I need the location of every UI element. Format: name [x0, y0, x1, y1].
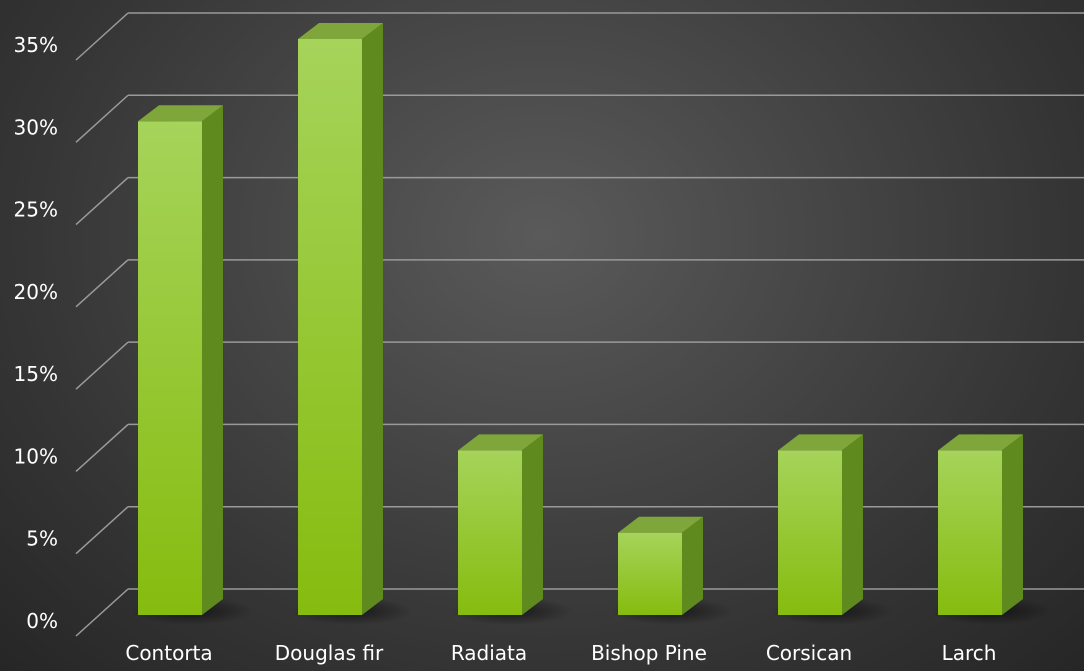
- y-axis-ticks: 0% 5% 10% 15% 20% 25% 30% 35%: [14, 33, 58, 633]
- x-axis-labels: Contorta Douglas fir Radiata Bishop Pine Cor…: [125, 641, 996, 665]
- bar: [451, 434, 573, 625]
- y-tick-label: 15%: [14, 362, 58, 386]
- bar-front: [298, 39, 362, 615]
- x-tick-label: Larch: [942, 641, 997, 665]
- gridline-diagonal: [75, 12, 129, 61]
- bar-front: [138, 121, 202, 616]
- bar-front: [778, 450, 842, 615]
- bar-top: [298, 23, 383, 39]
- bar: [931, 434, 1053, 625]
- gridline-diagonal: [75, 506, 129, 555]
- bar-top: [938, 434, 1023, 451]
- bar-side: [1002, 434, 1023, 615]
- y-tick-label: 30%: [14, 115, 58, 139]
- y-tick-label: 35%: [14, 33, 58, 57]
- bar-front: [618, 532, 682, 615]
- bar-top: [618, 516, 703, 533]
- bar-top: [778, 434, 863, 451]
- bar-front: [458, 450, 522, 615]
- gridline-diagonal: [75, 588, 129, 637]
- y-tick-label: 5%: [26, 527, 58, 551]
- x-tick-label: Radiata: [451, 641, 527, 665]
- y-tick-label: 20%: [14, 280, 58, 304]
- bar-side: [362, 23, 383, 615]
- gridline-diagonal: [75, 259, 129, 308]
- bar-side: [842, 434, 863, 615]
- x-tick-label: Douglas fir: [275, 641, 384, 665]
- gridline-diagonal: [75, 341, 129, 390]
- bar-side: [522, 434, 543, 615]
- bar-side: [202, 105, 223, 616]
- x-tick-label: Corsican: [766, 641, 852, 665]
- bar: [131, 105, 253, 625]
- bar-side: [682, 516, 703, 615]
- bar-front: [938, 450, 1002, 615]
- bars: [131, 23, 1053, 625]
- x-tick-label: Bishop Pine: [591, 641, 707, 665]
- y-tick-label: 0%: [26, 609, 58, 633]
- gridlines: [75, 12, 1084, 637]
- y-tick-label: 25%: [14, 198, 58, 222]
- x-tick-label: Contorta: [125, 641, 212, 665]
- bar-top: [138, 105, 223, 122]
- bar: [771, 434, 893, 625]
- bar: [611, 516, 733, 625]
- y-tick-label: 10%: [14, 444, 58, 468]
- gridline-diagonal: [75, 94, 129, 143]
- gridline-diagonal: [75, 423, 129, 472]
- bar: [291, 23, 413, 625]
- gridline-diagonal: [75, 177, 129, 226]
- bar-top: [458, 434, 543, 451]
